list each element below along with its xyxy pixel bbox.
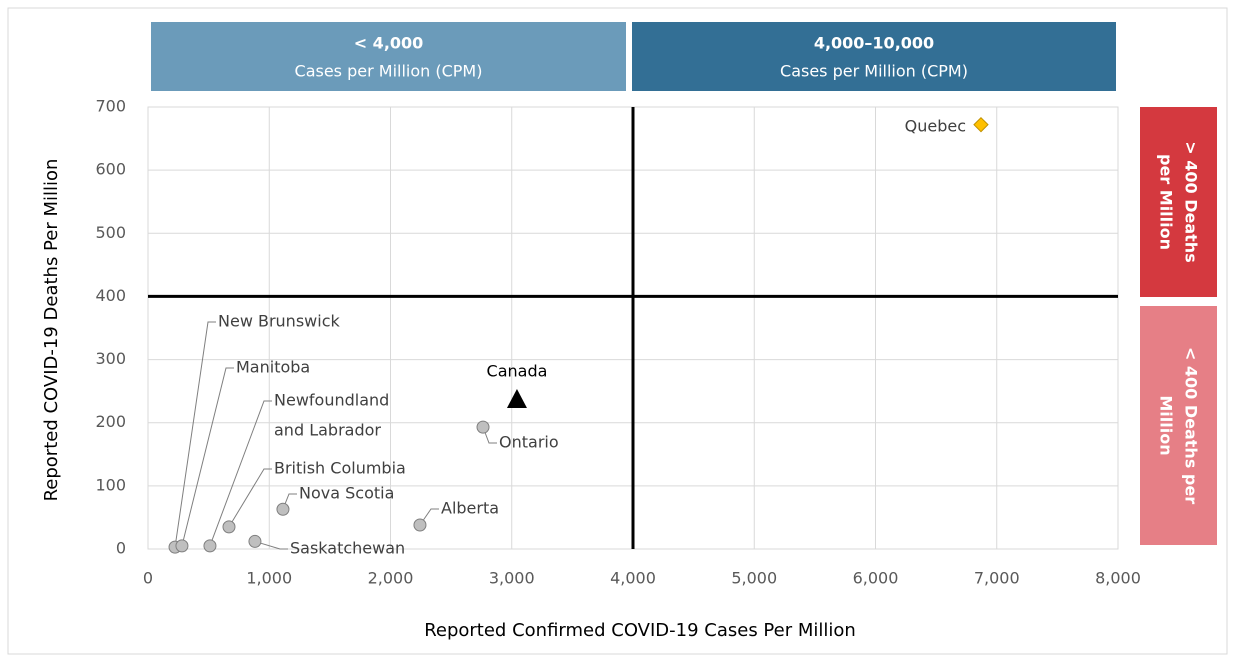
row-header bbox=[1140, 107, 1217, 297]
point-marker bbox=[175, 539, 189, 553]
x-tick-label: 5,000 bbox=[731, 569, 777, 588]
leader-line bbox=[174, 321, 216, 548]
point-marker bbox=[276, 502, 290, 516]
y-tick-label: 200 bbox=[95, 412, 126, 431]
y-tick-label: 600 bbox=[95, 160, 126, 179]
point-label: British Columbia bbox=[274, 459, 406, 478]
point-label: Alberta bbox=[441, 499, 499, 518]
point-label: and Labrador bbox=[274, 421, 381, 440]
y-tick-label: 400 bbox=[95, 286, 126, 305]
row-header bbox=[1140, 306, 1217, 545]
point-marker bbox=[203, 539, 217, 553]
point-marker bbox=[248, 534, 262, 548]
point-label: New Brunswick bbox=[218, 312, 340, 331]
column-header-text: < 4,000 bbox=[354, 34, 424, 53]
x-tick-label: 2,000 bbox=[368, 569, 414, 588]
column-header bbox=[632, 22, 1116, 91]
y-tick-label: 500 bbox=[95, 223, 126, 242]
point-marker bbox=[222, 520, 236, 534]
row-header-text: < 400 Deaths per bbox=[1182, 347, 1201, 504]
column-header-text: 4,000–10,000 bbox=[814, 34, 934, 53]
leader-line bbox=[228, 468, 272, 528]
point-marker bbox=[506, 388, 527, 408]
x-tick-label: 7,000 bbox=[974, 569, 1020, 588]
leader-line bbox=[181, 367, 234, 546]
x-tick-label: 8,000 bbox=[1095, 569, 1141, 588]
x-tick-label: 0 bbox=[143, 569, 153, 588]
y-tick-label: 100 bbox=[95, 475, 126, 494]
y-tick-label: 700 bbox=[95, 97, 126, 116]
point-label: Ontario bbox=[499, 433, 559, 452]
point-marker bbox=[413, 518, 427, 532]
point-label: Quebec bbox=[905, 117, 966, 136]
point-label: Saskatchewan bbox=[290, 539, 405, 558]
row-header-text: Million bbox=[1157, 395, 1176, 455]
leader-line bbox=[254, 540, 288, 550]
leader-line bbox=[209, 400, 272, 547]
x-tick-label: 4,000 bbox=[610, 569, 656, 588]
y-axis-title: Reported COVID-19 Deaths Per Million bbox=[41, 159, 62, 502]
point-label: Nova Scotia bbox=[299, 484, 394, 503]
point-marker bbox=[476, 420, 490, 434]
column-header bbox=[151, 22, 626, 91]
point-label: Newfoundland bbox=[274, 391, 389, 410]
x-tick-label: 1,000 bbox=[246, 569, 292, 588]
chart-frame bbox=[7, 7, 1228, 655]
row-header-text: > 400 Deaths bbox=[1182, 141, 1201, 262]
column-header-text: Cases per Million (CPM) bbox=[295, 62, 483, 81]
point-label: Manitoba bbox=[236, 358, 310, 377]
point-marker bbox=[973, 116, 989, 133]
x-tick-label: 3,000 bbox=[489, 569, 535, 588]
x-tick-label: 6,000 bbox=[853, 569, 899, 588]
y-tick-label: 0 bbox=[116, 539, 126, 558]
column-header-text: Cases per Million (CPM) bbox=[780, 62, 968, 81]
row-header-text: per Million bbox=[1157, 154, 1176, 250]
x-axis-title: Reported Confirmed COVID-19 Cases Per Mi… bbox=[424, 620, 856, 641]
point-label: Canada bbox=[487, 362, 548, 381]
y-tick-label: 300 bbox=[95, 349, 126, 368]
